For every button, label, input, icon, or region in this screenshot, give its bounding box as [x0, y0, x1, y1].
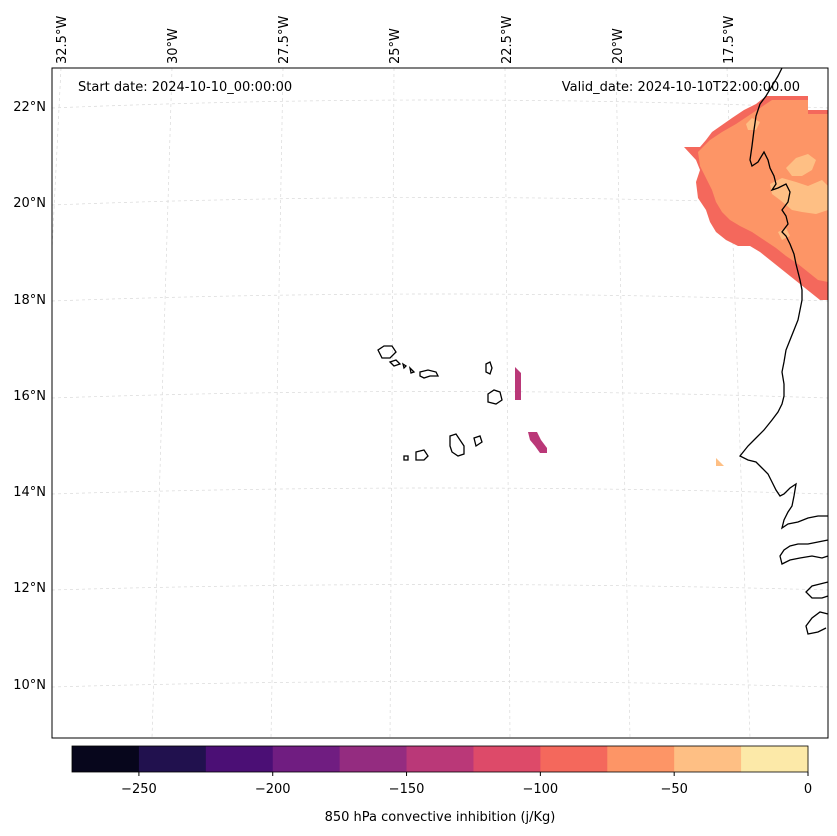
cin-region-northeast-core [746, 118, 828, 240]
colorbar-ticks: −250 −200 −150 −100 −50 0 [121, 772, 812, 797]
lon-label-20w: 20°W [611, 28, 626, 64]
island-santo-antao [377, 345, 397, 359]
valid-date-label: Valid_date: 2024-10-10T22:00:00.00 [562, 80, 800, 95]
start-date-label: Start date: 2024-10-10_00:00:00 [78, 80, 292, 95]
gridline-lon-22-5 [504, 67, 511, 739]
latitude-labels: 22°N 20°N 18°N 16°N 14°N 12°N 10°N [13, 100, 46, 693]
africa-coastline-south [779, 539, 829, 635]
cin-fields [515, 96, 828, 466]
gridline-lat-20 [51, 197, 829, 206]
island-santiago [449, 433, 465, 457]
gridline-lon-20 [615, 67, 631, 739]
island-brava [403, 455, 409, 461]
colorbar-tick-label: −150 [389, 782, 425, 797]
colorbar-tick-label: −200 [255, 782, 291, 797]
island-sao-nicolau [419, 369, 440, 379]
longitude-labels: 32.5°W 30°W 27.5°W 25°W 22.5°W 20°W 17.5… [55, 16, 737, 64]
cin-region-northeast-inner [698, 100, 828, 282]
island-fogo [415, 449, 429, 461]
cin-patch-central [515, 367, 521, 400]
gridline-lat-18 [51, 293, 829, 302]
gridline-lat-12 [51, 584, 829, 591]
island-santa-luzia [401, 362, 416, 374]
lat-label-18n: 18°N [13, 293, 46, 308]
gridline-lon-30 [151, 67, 173, 739]
lon-label-25w: 25°W [388, 28, 403, 64]
colorbar-tick-label: −250 [121, 782, 157, 797]
colorbar-segment [272, 746, 341, 772]
lon-label-22-5w: 22.5°W [500, 16, 515, 64]
colorbar-segment [473, 746, 541, 772]
lat-label-16n: 16°N [13, 389, 46, 404]
island-sal [485, 361, 493, 375]
island-sao-vicente [388, 359, 402, 367]
gridline-lon-17-5 [726, 67, 751, 739]
lon-label-30w: 30°W [166, 28, 181, 64]
gridline-lat-10 [51, 681, 829, 688]
colorbar-segment [674, 746, 742, 772]
colorbar-segment [741, 746, 809, 772]
lat-label-10n: 10°N [13, 678, 46, 693]
gridline-lat-22 [51, 99, 829, 109]
colorbar [72, 746, 809, 772]
gridline-lat-14 [51, 487, 829, 495]
colorbar-tick-label: −50 [660, 782, 687, 797]
colorbar-label: 850 hPa convective inhibition (j/Kg) [325, 810, 556, 825]
gridline-lon-25 [389, 67, 395, 739]
lon-label-27-5w: 27.5°W [277, 16, 292, 64]
island-maio [473, 435, 483, 448]
gridline-lat-16 [51, 391, 829, 399]
colorbar-tick-label: −100 [523, 782, 559, 797]
colorbar-segment [72, 746, 140, 772]
colorbar-segment [138, 746, 207, 772]
colorbar-segment [607, 746, 675, 772]
cin-patch-coast [716, 458, 724, 466]
gridline-lon-32-5 [51, 67, 62, 251]
lat-label-14n: 14°N [13, 485, 46, 500]
lat-label-22n: 22°N [13, 100, 46, 115]
gridlines [51, 67, 829, 739]
colorbar-tick-label: 0 [804, 782, 812, 797]
africa-coastline [738, 67, 828, 530]
lon-label-32-5w: 32.5°W [55, 16, 70, 64]
colorbar-segment [406, 746, 474, 772]
lat-label-12n: 12°N [13, 581, 46, 596]
colorbar-frame [71, 745, 809, 773]
gridline-lon-27-5 [270, 67, 284, 739]
colorbar-segment [339, 746, 408, 772]
coastlines [377, 67, 829, 635]
lon-label-17-5w: 17.5°W [722, 16, 737, 64]
map-frame [51, 67, 829, 739]
colorbar-segment [540, 746, 608, 772]
cin-patch-south [528, 432, 547, 453]
island-boa-vista [487, 389, 503, 405]
lat-label-20n: 20°N [13, 196, 46, 211]
colorbar-segment [205, 746, 274, 772]
